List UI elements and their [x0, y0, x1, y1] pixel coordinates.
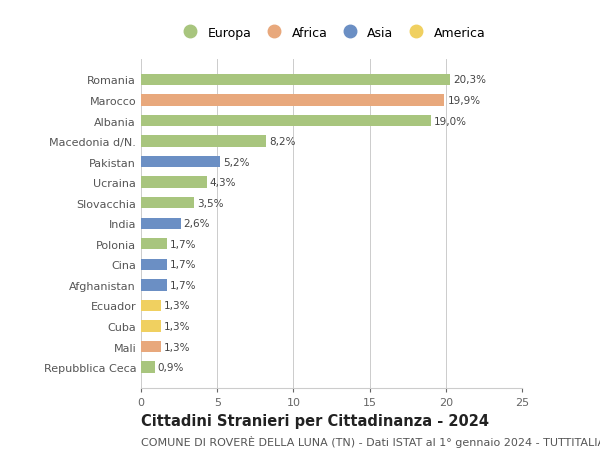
- Text: 19,9%: 19,9%: [448, 96, 481, 106]
- Bar: [141, 321, 161, 332]
- Text: 4,3%: 4,3%: [209, 178, 236, 188]
- Text: 1,7%: 1,7%: [170, 280, 196, 290]
- Bar: [141, 95, 444, 106]
- Bar: [141, 136, 266, 147]
- Text: 1,3%: 1,3%: [164, 301, 190, 311]
- Text: 0,9%: 0,9%: [158, 362, 184, 372]
- Text: 8,2%: 8,2%: [269, 137, 296, 147]
- Bar: [141, 362, 155, 373]
- Text: 1,3%: 1,3%: [164, 321, 190, 331]
- Bar: [141, 218, 181, 230]
- Bar: [141, 341, 161, 353]
- Text: 19,0%: 19,0%: [434, 116, 467, 126]
- Text: COMUNE DI ROVERÈ DELLA LUNA (TN) - Dati ISTAT al 1° gennaio 2024 - TUTTITALIA.IT: COMUNE DI ROVERÈ DELLA LUNA (TN) - Dati …: [141, 435, 600, 447]
- Text: 5,2%: 5,2%: [223, 157, 250, 167]
- Text: 1,3%: 1,3%: [164, 342, 190, 352]
- Text: 2,6%: 2,6%: [184, 219, 210, 229]
- Bar: [141, 116, 431, 127]
- Text: 1,7%: 1,7%: [170, 260, 196, 270]
- Bar: [141, 75, 451, 86]
- Bar: [141, 300, 161, 311]
- Bar: [141, 280, 167, 291]
- Text: 3,5%: 3,5%: [197, 198, 224, 208]
- Legend: Europa, Africa, Asia, America: Europa, Africa, Asia, America: [178, 27, 485, 39]
- Bar: [141, 198, 194, 209]
- Text: 20,3%: 20,3%: [454, 75, 487, 85]
- Bar: [141, 239, 167, 250]
- Text: Cittadini Stranieri per Cittadinanza - 2024: Cittadini Stranieri per Cittadinanza - 2…: [141, 413, 489, 428]
- Bar: [141, 177, 206, 188]
- Bar: [141, 157, 220, 168]
- Bar: [141, 259, 167, 270]
- Text: 1,7%: 1,7%: [170, 239, 196, 249]
